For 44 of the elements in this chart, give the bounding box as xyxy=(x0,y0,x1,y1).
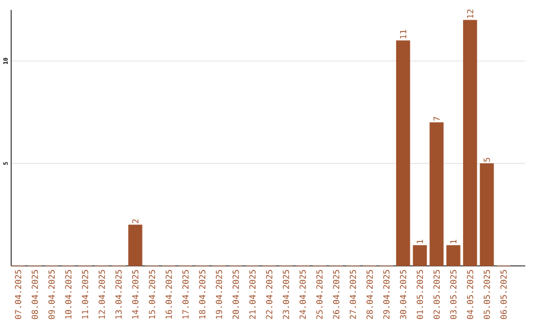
x-tick-label: 04.05.2025 xyxy=(466,270,474,320)
x-tick-label: 19.04.2025 xyxy=(216,270,222,319)
x-tick-label: 23.04.2025 xyxy=(282,270,290,320)
x-tick-label: 17.04.2025 xyxy=(182,270,189,319)
x-tick-label: 01.05.2025 xyxy=(416,270,424,320)
bar xyxy=(412,245,427,266)
data-label: 12 xyxy=(466,10,474,18)
x-tick-label: 18.04.2025 xyxy=(199,270,206,319)
x-tick-label: 20.04.2025 xyxy=(232,270,239,320)
x-tick-label: 15.04.2025 xyxy=(148,270,156,319)
x-tick-label: 14.04.2025 xyxy=(132,270,138,319)
bar xyxy=(463,20,478,266)
x-tick-label: 30.04.2025 xyxy=(400,270,406,320)
x-tick-label: 24.04.2025 xyxy=(300,270,306,320)
x-tick-label: 03.05.2025 xyxy=(450,270,457,320)
bar xyxy=(396,40,410,266)
x-tick-label: 11.04.2025 xyxy=(82,270,88,319)
x-tick-label: 16.04.2025 xyxy=(166,270,172,319)
x-tick-label: 22.04.2025 xyxy=(266,270,272,320)
x-tick-label: 09.04.2025 xyxy=(48,270,55,320)
x-tick-label: 28.04.2025 xyxy=(366,270,373,320)
data-label: 1 xyxy=(416,240,423,244)
x-tick-label: 27.04.2025 xyxy=(350,270,356,320)
x-tick-label: 26.04.2025 xyxy=(333,270,340,320)
x-tick-label: 02.05.2025 xyxy=(433,270,440,320)
x-tick-label: 13.04.2025 xyxy=(115,270,122,319)
bar xyxy=(446,245,460,266)
x-tick-label: 06.05.2025 xyxy=(500,270,507,320)
x-tick-label: 12.04.2025 xyxy=(98,270,105,319)
bar xyxy=(480,163,494,266)
x-tick-label: 08.04.2025 xyxy=(32,270,38,320)
bar xyxy=(430,122,444,266)
data-label: 2 xyxy=(132,220,138,224)
bar xyxy=(128,224,142,266)
data-label: 5 xyxy=(484,158,490,162)
data-label: 7 xyxy=(434,117,440,121)
x-tick-label: 10.04.2025 xyxy=(65,270,72,319)
data-label: 1 xyxy=(450,240,456,244)
x-tick-label: 29.04.2025 xyxy=(383,270,390,320)
x-tick-label: 05.05.2025 xyxy=(484,270,490,320)
x-tick-label: 21.04.2025 xyxy=(249,270,256,320)
data-label: 11 xyxy=(400,30,406,38)
x-tick-label: 07.04.2025 xyxy=(14,270,22,320)
x-tick-label: 25.04.2025 xyxy=(316,270,323,320)
